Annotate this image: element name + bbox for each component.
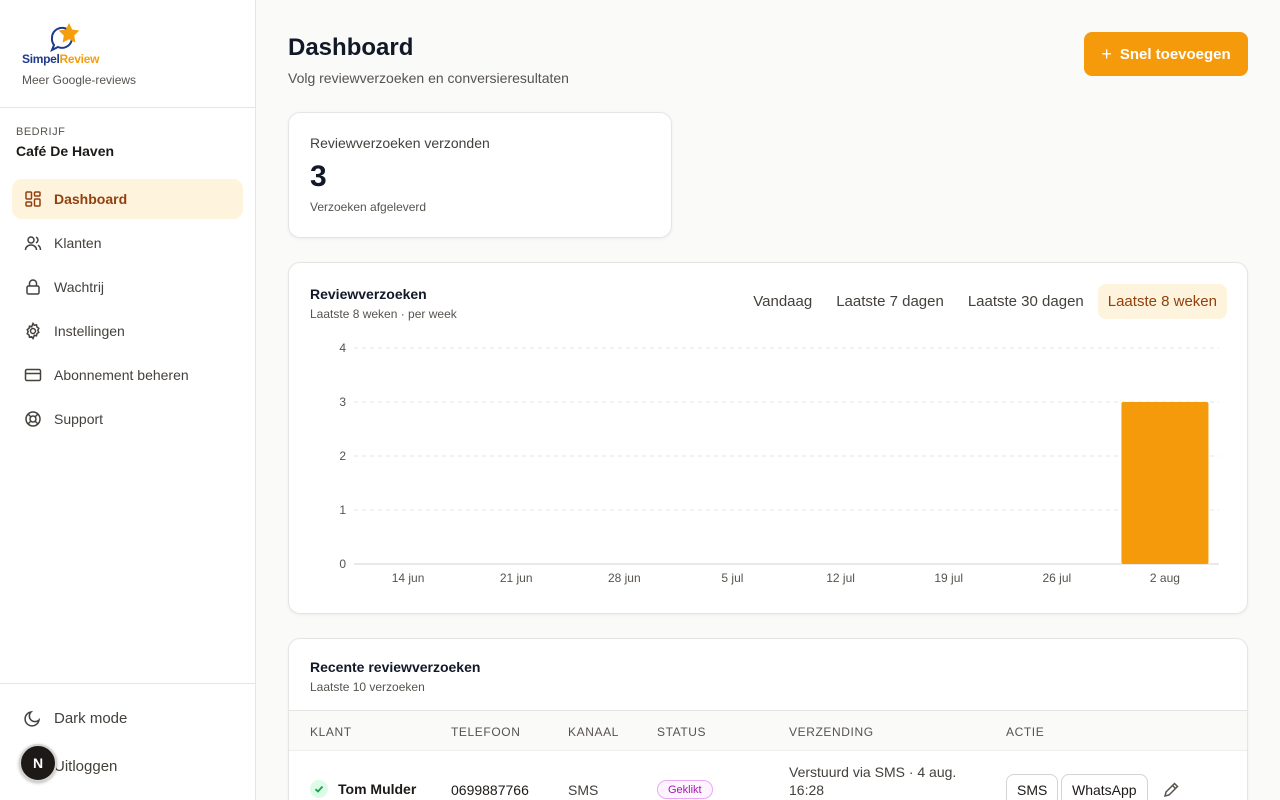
- y-tick-label: 0: [339, 557, 346, 571]
- stat-card: Reviewverzoeken verzonden 3 Verzoeken af…: [288, 112, 672, 238]
- sidebar-item-instellingen[interactable]: Instellingen: [12, 311, 243, 351]
- sidebar-footer: Dark mode Uitloggen: [0, 683, 255, 800]
- users-icon: [24, 234, 42, 252]
- x-tick-label: 2 aug: [1150, 571, 1180, 585]
- cell-kanaal: SMS: [568, 782, 599, 798]
- sidebar-item-label: Instellingen: [54, 323, 125, 339]
- brand: SimpelReview Meer Google-reviews: [0, 0, 255, 108]
- sidebar-item-dashboard[interactable]: Dashboard: [12, 179, 243, 219]
- company-label: BEDRIJF: [16, 126, 66, 138]
- stat-label: Reviewverzoeken verzonden: [310, 135, 490, 151]
- y-tick-label: 4: [339, 341, 346, 355]
- sidebar-nav: Dashboard Klanten Wachtrij Instellingen …: [12, 179, 243, 443]
- bar-2-aug[interactable]: [1121, 402, 1209, 564]
- sidebar-item-wachtrij[interactable]: Wachtrij: [12, 267, 243, 307]
- stat-subtitle: Verzoeken afgeleverd: [310, 200, 427, 214]
- table-row: Tom Mulder 0699887766 SMS Geklikt Verstu…: [289, 751, 1247, 800]
- range-selector: Vandaag Laatste 7 dagen Laatste 30 dagen…: [743, 284, 1227, 319]
- column-header-verzending[interactable]: VERZENDING: [789, 725, 874, 739]
- send-whatsapp-button[interactable]: WhatsApp: [1061, 774, 1148, 800]
- sidebar-item-label: Support: [54, 411, 104, 427]
- brand-tagline: Meer Google-reviews: [22, 73, 137, 87]
- quick-add-label: Snel toevoegen: [1119, 45, 1231, 63]
- range-last-8-weeks[interactable]: Laatste 8 weken: [1097, 284, 1227, 319]
- logout-label: Uitloggen: [54, 757, 118, 775]
- x-tick-label: 21 jun: [500, 571, 533, 585]
- column-header-kanaal[interactable]: KANAAL: [568, 725, 619, 739]
- column-header-klant[interactable]: KLANT: [310, 725, 352, 739]
- status-badge: Geklikt: [657, 780, 713, 799]
- sidebar-item-support[interactable]: Support: [12, 399, 243, 439]
- verzending-line2: 16:28: [789, 782, 825, 798]
- company-name: Café De Haven: [16, 143, 115, 159]
- logo-text: SimpelReview: [22, 52, 100, 66]
- cell-telefoon: 0699887766: [451, 782, 529, 798]
- x-tick-label: 28 jun: [608, 571, 641, 585]
- sidebar: SimpelReview Meer Google-reviews BEDRIJF…: [0, 0, 256, 800]
- recent-title: Recente reviewverzoeken: [310, 659, 481, 675]
- logo-speech-star-icon: [50, 23, 80, 52]
- sidebar-item-label: Wachtrij: [54, 279, 105, 295]
- cell-klant[interactable]: Tom Mulder: [338, 781, 417, 797]
- sidebar-item-label: Abonnement beheren: [54, 367, 189, 383]
- y-tick-label: 1: [339, 503, 346, 517]
- lock-icon: [24, 278, 42, 296]
- stat-value: 3: [310, 160, 327, 193]
- dashboard-icon: [24, 190, 42, 208]
- chart-subtitle: Laatste 8 weken · per week: [310, 307, 457, 321]
- range-last-7-days[interactable]: Laatste 7 dagen: [836, 293, 944, 310]
- page-subtitle: Volg reviewverzoeken en conversieresulta…: [288, 70, 569, 86]
- column-header-status[interactable]: STATUS: [657, 725, 707, 739]
- recent-requests-card: Recente reviewverzoeken Laatste 10 verzo…: [288, 638, 1248, 800]
- dark-mode-label: Dark mode: [54, 709, 128, 727]
- recent-subtitle: Laatste 10 verzoeken: [310, 680, 425, 694]
- column-header-telefoon[interactable]: TELEFOON: [451, 725, 521, 739]
- range-today[interactable]: Vandaag: [753, 293, 813, 310]
- pencil-icon[interactable]: [1162, 781, 1180, 799]
- range-last-30-days[interactable]: Laatste 30 dagen: [967, 293, 1084, 310]
- x-tick-label: 5 jul: [721, 571, 743, 585]
- chart-card: Reviewverzoeken Laatste 8 weken · per we…: [288, 262, 1248, 614]
- sidebar-item-abonnement[interactable]: Abonnement beheren: [12, 355, 243, 395]
- logout-button[interactable]: Uitloggen: [12, 744, 243, 788]
- company-info: BEDRIJF Café De Haven: [0, 108, 255, 159]
- gear-icon: [24, 322, 42, 340]
- sidebar-item-label: Dashboard: [54, 191, 128, 207]
- x-tick-label: 14 jun: [392, 571, 425, 585]
- cell-verzending: Verstuurd via SMS · 4 aug. 16:28: [789, 763, 956, 799]
- x-tick-label: 12 jul: [826, 571, 855, 585]
- sidebar-item-klanten[interactable]: Klanten: [12, 223, 243, 263]
- quick-add-button[interactable]: + Snel toevoegen: [1084, 32, 1248, 76]
- sidebar-item-label: Klanten: [54, 235, 102, 251]
- bar-chart: 0 1 2 3 4 14 jun 21 jun 28 jun 5 jul 12 jul 19 jul…: [339, 341, 1219, 585]
- moon-icon: [24, 709, 42, 727]
- column-header-actie[interactable]: ACTIE: [1006, 725, 1045, 739]
- dark-mode-toggle[interactable]: Dark mode: [12, 696, 243, 740]
- chart-title: Reviewverzoeken: [310, 286, 427, 302]
- x-tick-label: 26 jul: [1042, 571, 1071, 585]
- logo[interactable]: SimpelReview: [22, 22, 233, 66]
- y-tick-label: 3: [339, 395, 346, 409]
- page-title: Dashboard: [288, 34, 414, 61]
- check-icon: [310, 780, 328, 798]
- send-sms-button[interactable]: SMS: [1006, 774, 1059, 800]
- table-header: KLANT TELEFOON KANAAL STATUS VERZENDING …: [289, 710, 1247, 751]
- lifebuoy-icon: [24, 410, 42, 428]
- y-tick-label: 2: [339, 449, 346, 463]
- credit-card-icon: [24, 366, 42, 384]
- avatar[interactable]: N: [19, 744, 57, 782]
- x-tick-label: 19 jul: [934, 571, 963, 585]
- plus-icon: +: [1101, 43, 1112, 64]
- verzending-line1: Verstuurd via SMS · 4 aug.: [789, 764, 957, 780]
